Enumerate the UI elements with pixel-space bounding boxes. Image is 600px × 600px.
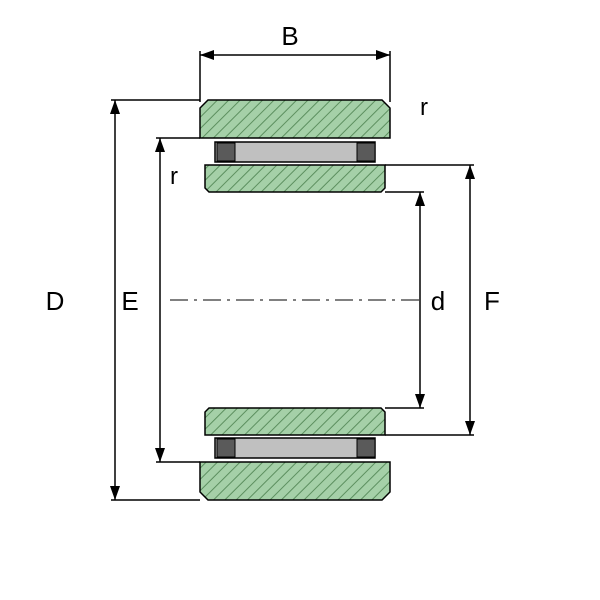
inner-ring-section xyxy=(205,408,385,435)
arrowhead xyxy=(465,421,475,435)
cage-block xyxy=(357,439,375,457)
dim-label-B: B xyxy=(281,21,298,51)
arrowhead xyxy=(415,192,425,206)
arrowhead xyxy=(465,165,475,179)
dim-label-D: D xyxy=(46,286,65,316)
arrowhead xyxy=(376,50,390,60)
dim-label-d: d xyxy=(431,286,445,316)
outer-ring-section xyxy=(200,462,390,500)
inner-ring-section xyxy=(205,165,385,192)
arrowhead xyxy=(155,448,165,462)
arrowhead xyxy=(200,50,214,60)
dim-label-E: E xyxy=(121,286,138,316)
bearing-cross-section-diagram: Br r D Ed F xyxy=(0,0,600,600)
arrowhead xyxy=(155,138,165,152)
dim-label-F: F xyxy=(484,286,500,316)
dim-label-r-outer: r xyxy=(420,94,428,121)
dim-label-r-inner: r xyxy=(170,163,178,190)
roller-body xyxy=(215,438,375,458)
cage-block xyxy=(217,143,235,161)
arrowhead xyxy=(110,100,120,114)
arrowhead xyxy=(415,394,425,408)
roller-body xyxy=(215,142,375,162)
cage-block xyxy=(357,143,375,161)
cage-block xyxy=(217,439,235,457)
arrowhead xyxy=(110,486,120,500)
outer-ring-section xyxy=(200,100,390,138)
